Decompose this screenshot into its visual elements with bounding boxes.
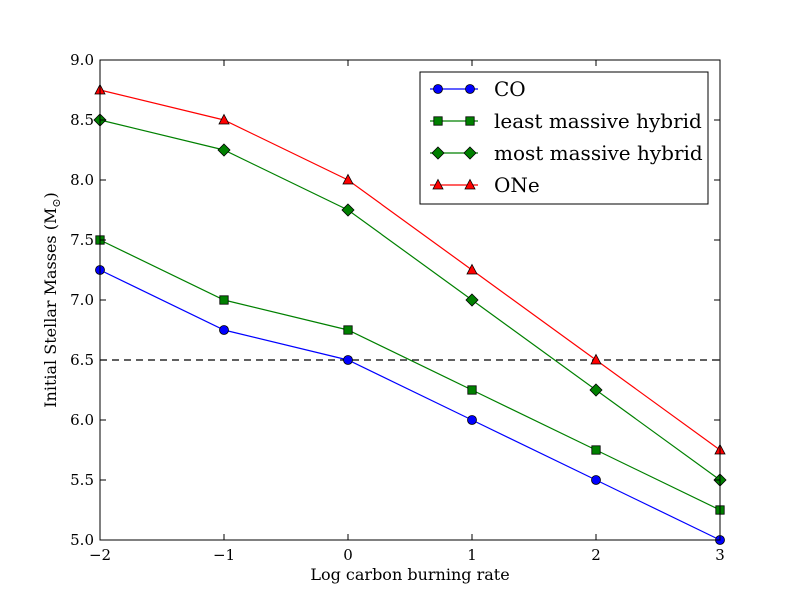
y-tick-label: 7.5 bbox=[70, 231, 94, 249]
data-point-3 bbox=[342, 173, 354, 185]
y-tick-label: 6.5 bbox=[70, 351, 94, 369]
y-tick-label: 8.0 bbox=[70, 171, 94, 189]
y-tick-label: 6.0 bbox=[70, 411, 94, 429]
legend-label: ONe bbox=[494, 173, 540, 197]
y-axis-label: Initial Stellar Masses (M⊙) bbox=[41, 192, 63, 408]
legend-marker bbox=[433, 116, 443, 126]
data-point-1 bbox=[467, 385, 477, 395]
y-axis-label-close: ) bbox=[41, 192, 60, 198]
legend-label: CO bbox=[494, 77, 526, 101]
x-tick-label: 2 bbox=[591, 546, 601, 564]
data-point-0 bbox=[343, 355, 353, 365]
x-tick-label: 1 bbox=[467, 546, 477, 564]
series-line-1 bbox=[99, 239, 721, 511]
legend-marker bbox=[465, 116, 475, 126]
y-tick-label: 8.5 bbox=[70, 111, 94, 129]
sun-symbol: ⊙ bbox=[50, 198, 63, 207]
data-point-3 bbox=[466, 263, 478, 275]
y-tick-label: 9.0 bbox=[70, 51, 94, 69]
data-point-0 bbox=[219, 325, 229, 335]
data-point-1 bbox=[219, 295, 229, 305]
legend-marker bbox=[432, 178, 444, 190]
data-point-1 bbox=[343, 325, 353, 335]
data-point-1 bbox=[591, 445, 601, 455]
y-tick-label: 5.0 bbox=[70, 531, 94, 549]
x-tick-label: 3 bbox=[715, 546, 725, 564]
ticks: −2 −1 0 1 2 3 5.0 5.5 6.0 6.5 7.0 7.5 8.0 8.5 9.0 bbox=[70, 51, 725, 564]
legend-box bbox=[419, 71, 709, 205]
x-tick-label: −1 bbox=[213, 546, 235, 564]
legend-marker bbox=[465, 84, 475, 94]
legend-label: most massive hybrid bbox=[494, 141, 703, 165]
legend-marker bbox=[433, 84, 443, 94]
legend-marker bbox=[463, 146, 477, 160]
x-tick-label: −2 bbox=[89, 546, 111, 564]
data-point-2 bbox=[589, 383, 603, 397]
legend-marker bbox=[431, 146, 445, 160]
series-line-2 bbox=[99, 119, 721, 481]
legend: CO least massive hybrid most massive hybri… bbox=[419, 71, 709, 205]
data-point-2 bbox=[217, 143, 231, 157]
data-point-2 bbox=[465, 293, 479, 307]
data-point-3 bbox=[590, 353, 602, 365]
legend-label: least massive hybrid bbox=[494, 109, 702, 133]
data-point-3 bbox=[218, 113, 230, 125]
data-point-2 bbox=[341, 203, 355, 217]
x-tick-label: 0 bbox=[343, 546, 353, 564]
data-point-0 bbox=[467, 415, 477, 425]
legend-marker bbox=[464, 178, 476, 190]
y-tick-label: 5.5 bbox=[70, 471, 94, 489]
y-tick-label: 7.0 bbox=[70, 291, 94, 309]
series-line-3 bbox=[99, 89, 721, 451]
x-axis-label: Log carbon burning rate bbox=[310, 565, 509, 584]
y-axis-label-text: Initial Stellar Masses (M bbox=[41, 208, 60, 408]
series-line-0 bbox=[99, 269, 721, 541]
data-point-0 bbox=[591, 475, 601, 485]
